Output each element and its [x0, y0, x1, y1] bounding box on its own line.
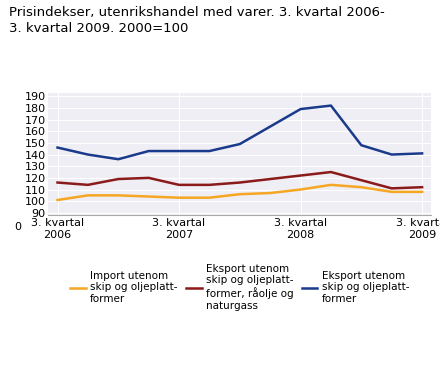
Text: Prisindekser, utenrikshandel med varer. 3. kvartal 2006-
3. kvartal 2009. 2000=1: Prisindekser, utenrikshandel med varer. …: [9, 6, 385, 35]
Legend: Import utenom
skip og oljeplatt-
former, Eksport utenom
skip og oljeplatt-
forme: Import utenom skip og oljeplatt- former,…: [66, 260, 413, 315]
Text: 0: 0: [15, 222, 22, 232]
